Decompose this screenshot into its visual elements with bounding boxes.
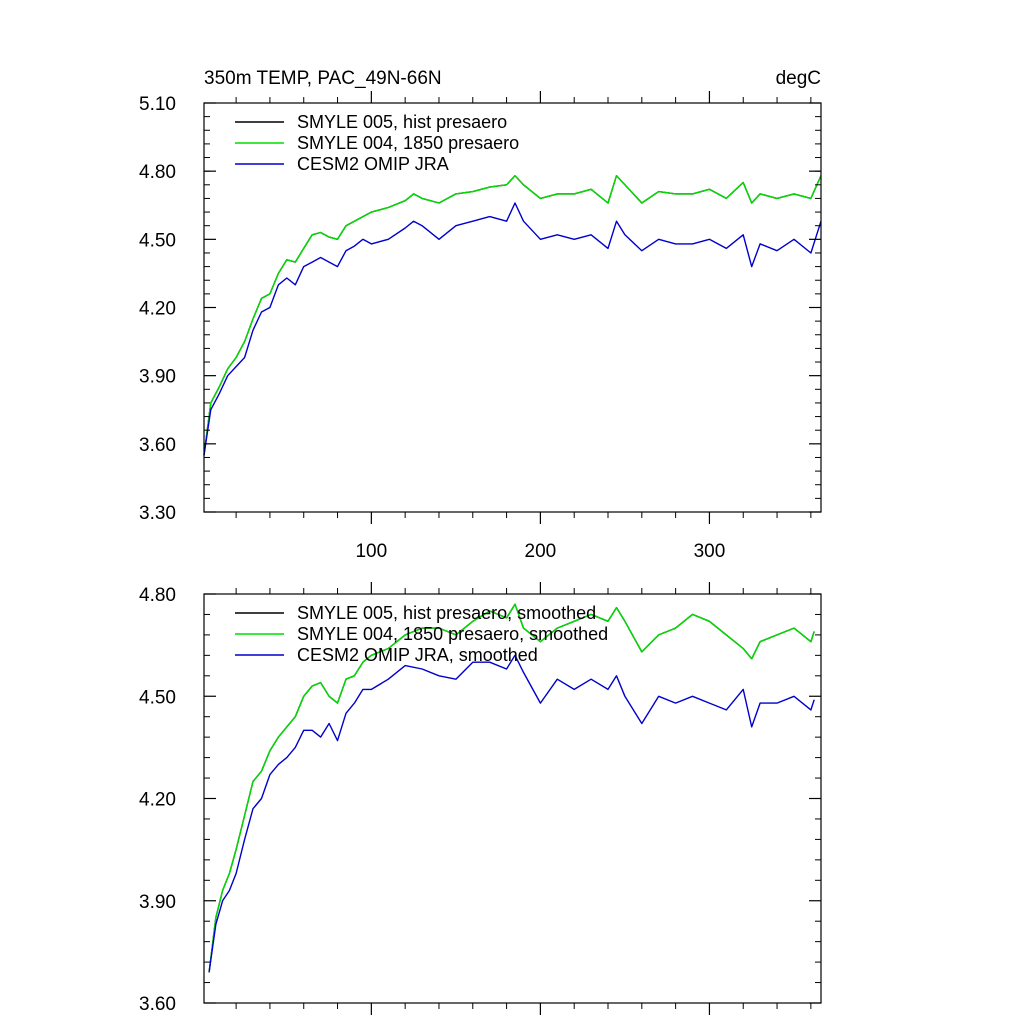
y-tick-label: 3.90 bbox=[139, 892, 176, 913]
y-tick-label: 4.50 bbox=[139, 687, 176, 708]
tick-layer-bottom: 3.60 3.90 4.20 4.50 4.80 bbox=[139, 582, 822, 1015]
series-line-0 bbox=[203, 174, 822, 456]
series-line-2 bbox=[203, 202, 822, 456]
panel-bottom: 3.60 3.90 4.20 4.50 4.80 SMYLE 005, hist pre… bbox=[139, 582, 822, 1015]
y-tick-label: 4.20 bbox=[139, 790, 176, 811]
y-tick-label: 3.90 bbox=[139, 367, 176, 388]
legend-label-0: SMYLE 005, hist presaero, smoothed bbox=[297, 603, 596, 623]
plot-layer-top bbox=[203, 174, 822, 456]
x-tick-label: 200 bbox=[525, 541, 557, 562]
chart-title: 350m TEMP, PAC_49N-66N bbox=[204, 68, 442, 89]
panel-top: 350m TEMP, PAC_49N-66N degC 3.30 3.60 3.90… bbox=[139, 68, 822, 562]
legend-label-2: CESM2 OMIP JRA, smoothed bbox=[297, 645, 538, 665]
legend-label-2: CESM2 OMIP JRA bbox=[297, 154, 449, 174]
series-line-1 bbox=[208, 603, 815, 973]
legend-label-0: SMYLE 005, hist presaero bbox=[297, 112, 507, 132]
chart-units: degC bbox=[776, 68, 821, 89]
y-tick-label: 4.50 bbox=[139, 230, 176, 251]
y-tick-label: 3.60 bbox=[139, 435, 176, 456]
legend-bottom: SMYLE 005, hist presaero, smoothedSMYLE … bbox=[235, 603, 608, 665]
series-line-2 bbox=[208, 654, 815, 973]
plot-layer-bottom bbox=[208, 603, 815, 973]
y-tick-label: 4.80 bbox=[139, 585, 176, 606]
series-line-1 bbox=[203, 174, 822, 456]
x-tick-label: 100 bbox=[355, 541, 387, 562]
legend-label-1: SMYLE 004, 1850 presaero bbox=[297, 133, 519, 153]
y-tick-label: 5.10 bbox=[139, 94, 176, 115]
y-tick-label: 3.60 bbox=[139, 994, 176, 1015]
x-tick-label: 300 bbox=[694, 541, 726, 562]
y-tick-label: 4.20 bbox=[139, 299, 176, 320]
y-tick-label: 4.80 bbox=[139, 162, 176, 183]
legend-label-1: SMYLE 004, 1850 presaero, smoothed bbox=[297, 624, 608, 644]
y-tick-label: 3.30 bbox=[139, 503, 176, 524]
tick-layer-top: 3.30 3.60 3.90 4.20 4.50 4.80 5.10 100 200 300 bbox=[139, 91, 822, 562]
